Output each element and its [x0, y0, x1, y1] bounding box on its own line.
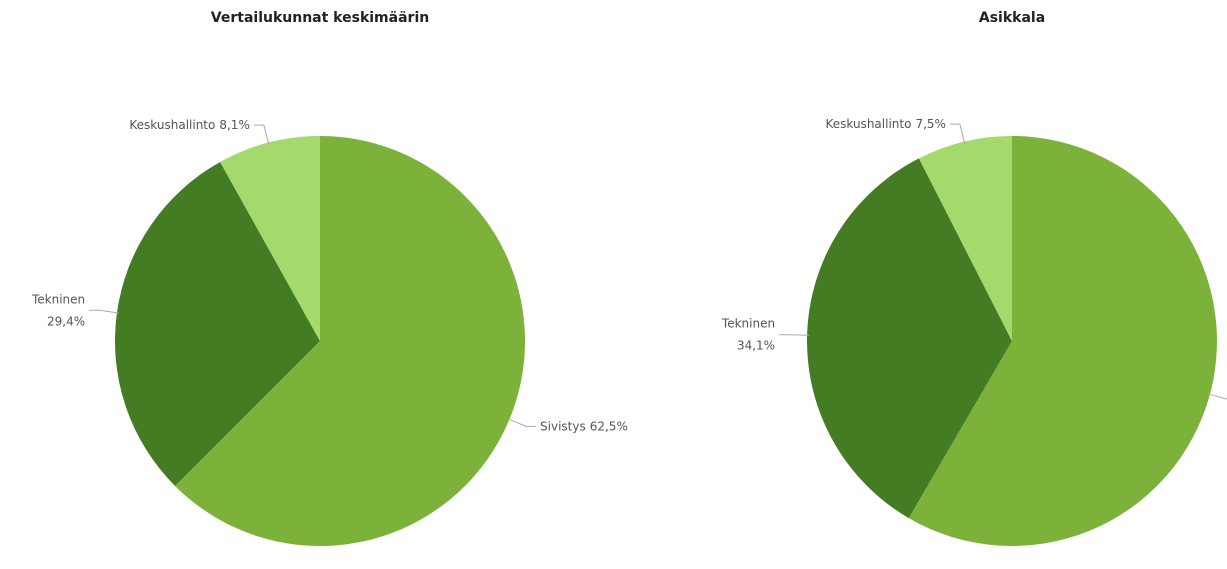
slice-value: 7,5%	[915, 117, 946, 131]
slice-value: 8,1%	[219, 118, 250, 132]
leader-line	[949, 123, 966, 144]
data-label: Sivistys 62,5%	[540, 419, 628, 433]
leader-line	[507, 418, 537, 427]
pie-slice	[114, 161, 320, 486]
data-label: Keskushallinto 8,1%	[129, 118, 249, 132]
slice-name: Tekninen	[31, 292, 85, 306]
data-label: Tekninen 29,4%	[31, 292, 85, 328]
chart-title: Asikkala	[979, 10, 1045, 26]
leader-line	[253, 124, 270, 145]
slice-name: Sivistys	[540, 419, 586, 433]
slice-name: Keskushallinto	[129, 118, 215, 132]
leader-line	[1207, 393, 1227, 400]
slice-name: Keskushallinto	[825, 117, 911, 131]
slice-value: 34,1%	[737, 338, 775, 352]
slice-value: 62,5%	[590, 419, 628, 433]
pie-slice	[908, 136, 1218, 546]
pie-slice	[220, 136, 320, 341]
slice-name: Tekninen	[721, 316, 775, 330]
chart-title: Vertailukunnat keskimäärin	[211, 10, 429, 26]
pie-slice	[175, 136, 526, 546]
data-label: Keskushallinto 7,5%	[825, 117, 945, 131]
slice-value: 29,4%	[47, 314, 85, 328]
data-label: Tekninen 34,1%	[721, 316, 775, 352]
leader-line	[779, 334, 810, 336]
pie-slice	[918, 136, 1012, 341]
pie-slice	[807, 158, 1012, 519]
leader-line	[89, 309, 120, 314]
